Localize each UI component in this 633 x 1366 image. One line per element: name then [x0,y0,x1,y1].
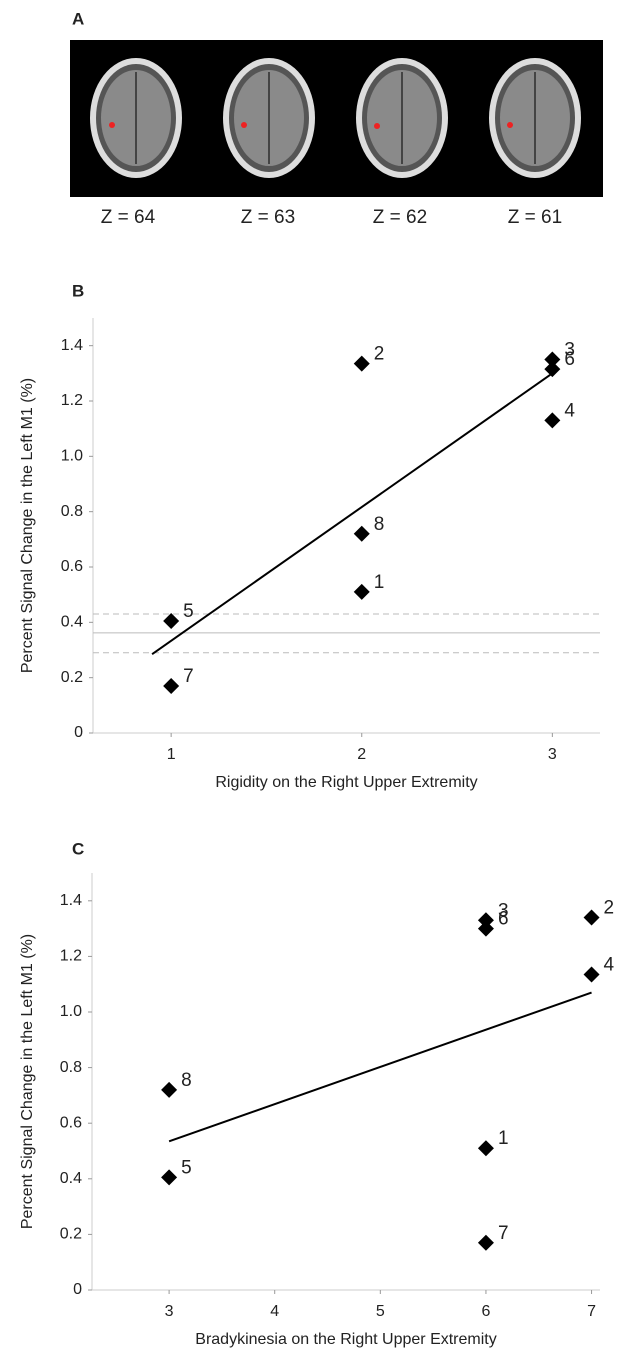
point-label: 7 [183,666,194,687]
slice-label: Z = 61 [508,207,562,228]
y-tick-label: 1.4 [60,892,82,909]
y-tick-label: 1.0 [61,448,83,465]
slice-label: Z = 62 [373,207,427,228]
y-tick-label: 0.8 [60,1059,82,1076]
point-label: 4 [564,400,575,421]
point-label: 2 [604,897,615,918]
y-tick-label: 1.2 [60,948,82,965]
point-label: 5 [183,601,194,622]
point [161,1081,178,1098]
point-label: 6 [564,349,575,370]
point-label: 1 [498,1128,509,1149]
y-tick-label: 0 [74,724,83,741]
y-tick-label: 0.4 [60,1170,82,1187]
point-label: 8 [181,1070,192,1091]
point-label: 3 [564,340,575,361]
y-tick-label: 1.2 [61,392,83,409]
point [544,412,561,429]
point [477,920,494,937]
point-label: 6 [498,909,509,930]
point-label: 2 [374,344,385,365]
point [477,1140,494,1157]
x-tick-label: 2 [357,746,366,763]
point-label: 3 [498,900,509,921]
point-label: 5 [181,1157,192,1178]
point-label: 1 [374,572,385,593]
panel-label: A [72,9,84,28]
point [163,677,180,694]
y-tick-label: 0.8 [61,503,83,520]
y-tick-label: 0.6 [60,1114,82,1131]
x-axis-label: Rigidity on the Right Upper Extremity [215,774,477,791]
brain-slice [356,58,448,178]
y-tick-label: 1.4 [61,337,83,354]
point [353,525,370,542]
x-tick-label: 5 [376,1303,385,1320]
point [583,966,600,983]
point [161,1169,178,1186]
brain-slice [489,58,581,178]
y-tick-label: 0.4 [61,614,83,631]
y-tick-label: 0.2 [60,1226,82,1243]
panel-label: C [72,839,84,858]
y-tick-label: 0 [73,1281,82,1298]
panel-label: B [72,281,84,300]
x-axis-label: Bradykinesia on the Right Upper Extremit… [195,1331,496,1348]
mri-slices [90,58,581,178]
slice-label: Z = 63 [241,207,295,228]
point [544,361,561,378]
y-axis-label: Percent Signal Change in the Left M1 (%) [19,934,36,1229]
point-label: 4 [604,954,615,975]
point [477,912,494,929]
point [583,909,600,926]
point [163,612,180,629]
y-tick-label: 1.0 [60,1003,82,1020]
y-tick-label: 0.2 [61,669,83,686]
point [544,351,561,368]
point [353,355,370,372]
brain-slice [223,58,315,178]
y-axis-label: Percent Signal Change in the Left M1 (%) [19,378,36,673]
y-tick-label: 0.6 [61,558,83,575]
x-tick-label: 4 [270,1303,279,1320]
slice-label: Z = 64 [101,207,156,228]
point [477,1234,494,1251]
x-tick-label: 1 [167,746,176,763]
x-tick-label: 3 [165,1303,174,1320]
fit-line [151,372,553,655]
x-tick-label: 3 [548,746,557,763]
point [353,583,370,600]
fit-line [168,991,592,1143]
x-tick-label: 6 [481,1303,490,1320]
point-label: 7 [498,1223,509,1244]
brain-slice [90,58,182,178]
x-tick-label: 7 [587,1303,596,1320]
point-label: 8 [374,514,385,535]
